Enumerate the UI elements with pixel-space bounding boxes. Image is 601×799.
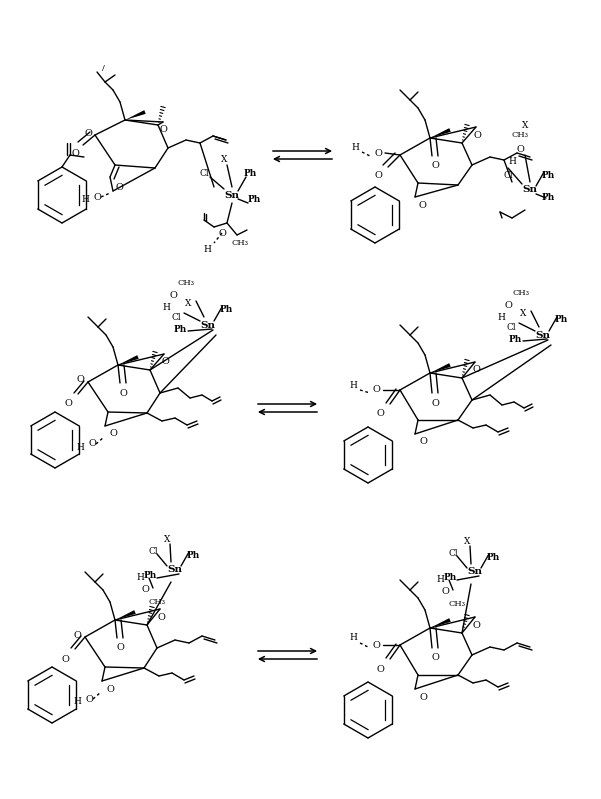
Text: Ph: Ph — [243, 169, 257, 177]
Text: O: O — [516, 145, 524, 154]
Text: O: O — [169, 291, 177, 300]
Text: O: O — [372, 641, 380, 650]
Polygon shape — [115, 610, 136, 620]
Text: H: H — [349, 380, 357, 389]
Text: O: O — [73, 630, 81, 639]
Text: O: O — [157, 613, 165, 622]
Text: O: O — [159, 125, 167, 134]
Text: O: O — [141, 586, 149, 594]
Text: O: O — [115, 182, 123, 192]
Text: CH₃: CH₃ — [513, 289, 529, 297]
Text: O: O — [61, 654, 69, 663]
Text: O: O — [419, 438, 427, 447]
Text: O: O — [376, 410, 384, 419]
Text: O: O — [419, 693, 427, 702]
Text: Cl: Cl — [199, 169, 209, 177]
Text: O: O — [374, 170, 382, 180]
Text: CH₃: CH₃ — [231, 239, 248, 247]
Text: Sn: Sn — [225, 190, 240, 200]
Text: CH₃: CH₃ — [177, 279, 195, 287]
Text: O: O — [431, 654, 439, 662]
Text: Cl: Cl — [503, 170, 513, 180]
Text: O: O — [76, 376, 84, 384]
Text: O: O — [161, 357, 169, 367]
Text: Ph: Ph — [542, 193, 555, 202]
Text: Ph: Ph — [554, 316, 567, 324]
Text: H: H — [349, 634, 357, 642]
Text: Ph: Ph — [486, 552, 499, 562]
Text: H: H — [436, 575, 444, 585]
Text: CH₃: CH₃ — [448, 600, 466, 608]
Text: CH₃: CH₃ — [148, 598, 165, 606]
Text: O: O — [106, 685, 114, 694]
Text: Ph: Ph — [219, 305, 233, 315]
Text: O: O — [374, 149, 382, 157]
Text: O: O — [504, 300, 512, 309]
Text: CH₃: CH₃ — [511, 131, 528, 139]
Text: X: X — [464, 538, 470, 547]
Text: O: O — [473, 130, 481, 140]
Text: H: H — [508, 157, 516, 166]
Text: O: O — [85, 694, 93, 703]
Text: O: O — [84, 129, 92, 137]
Text: H: H — [136, 574, 144, 582]
Text: O: O — [71, 149, 79, 157]
Text: O: O — [109, 430, 117, 439]
Text: O: O — [119, 388, 127, 397]
Text: O: O — [431, 399, 439, 407]
Text: Ph: Ph — [542, 170, 555, 180]
Text: H: H — [81, 194, 89, 204]
Text: X: X — [185, 299, 191, 308]
Text: O: O — [376, 665, 384, 674]
Text: Sn: Sn — [201, 320, 216, 329]
Polygon shape — [430, 363, 451, 373]
Polygon shape — [125, 110, 146, 120]
Text: O: O — [431, 161, 439, 170]
Text: /: / — [102, 64, 105, 72]
Text: X: X — [520, 308, 526, 317]
Text: Cl: Cl — [448, 550, 458, 559]
Text: X: X — [221, 156, 227, 165]
Text: Cl: Cl — [506, 323, 516, 332]
Text: O: O — [116, 643, 124, 653]
Polygon shape — [430, 128, 451, 138]
Text: Sn: Sn — [522, 185, 537, 194]
Text: H: H — [351, 144, 359, 153]
Text: Ph: Ph — [248, 196, 261, 205]
Text: O: O — [218, 229, 226, 237]
Text: H: H — [76, 443, 84, 451]
Text: H: H — [203, 245, 211, 255]
Text: O: O — [64, 400, 72, 408]
Text: Ph: Ph — [508, 336, 522, 344]
Text: O: O — [93, 193, 101, 201]
Text: O: O — [472, 621, 480, 630]
Text: O: O — [88, 439, 96, 448]
Text: O: O — [472, 365, 480, 375]
Text: H: H — [497, 312, 505, 321]
Text: Cl: Cl — [171, 312, 181, 321]
Text: X: X — [522, 121, 528, 129]
Polygon shape — [118, 355, 139, 365]
Text: Ph: Ph — [173, 325, 187, 335]
Text: O: O — [372, 385, 380, 395]
Text: Sn: Sn — [468, 567, 483, 577]
Text: Ph: Ph — [444, 573, 457, 582]
Text: Ph: Ph — [186, 551, 200, 559]
Text: H: H — [73, 698, 81, 706]
Text: H: H — [162, 303, 170, 312]
Text: O: O — [441, 587, 449, 597]
Text: Cl: Cl — [148, 547, 158, 556]
Text: Ph: Ph — [144, 570, 157, 579]
Polygon shape — [430, 618, 451, 628]
Text: Sn: Sn — [168, 566, 183, 574]
Text: Sn: Sn — [535, 331, 551, 340]
Text: X: X — [164, 535, 170, 544]
Text: O: O — [418, 201, 426, 209]
